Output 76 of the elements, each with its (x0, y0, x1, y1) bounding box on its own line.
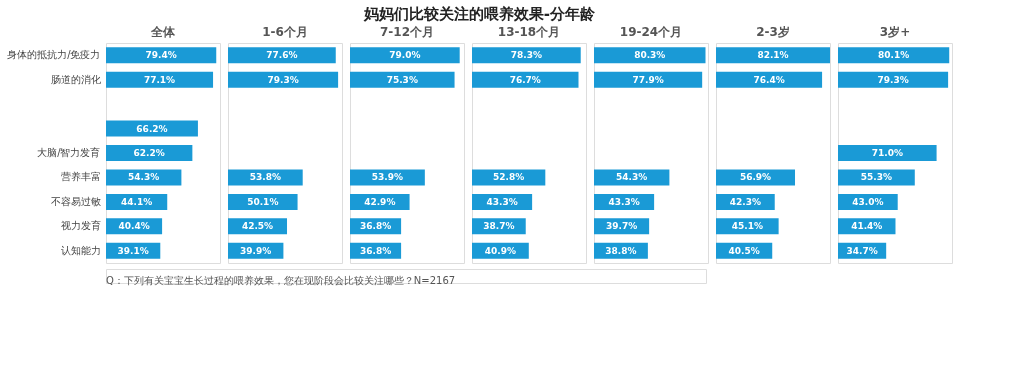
y-tick-label: 营养丰富 (60, 171, 101, 183)
bar (594, 47, 706, 64)
bar (106, 71, 214, 88)
data-label: 55.3% (860, 172, 893, 183)
y-tick-label: 认知能力 (60, 244, 101, 256)
bar (838, 47, 950, 64)
bar (472, 71, 579, 88)
data-label: 77.1% (143, 74, 176, 85)
data-label: 44.1% (121, 196, 153, 207)
y-tick-label: 视力发育 (60, 220, 101, 232)
bar (594, 71, 703, 88)
data-label: 53.8% (249, 172, 281, 183)
data-label: 43.3% (608, 196, 640, 207)
data-label: 43.0% (852, 196, 884, 207)
data-label: 45.1% (731, 221, 763, 232)
data-label: 41.4% (851, 221, 883, 232)
data-label: 38.8% (605, 245, 637, 256)
data-label: 80.3% (634, 50, 666, 61)
chart-title: 13-18个月 (497, 25, 561, 39)
bar (838, 145, 937, 161)
chart-title: 2-3岁 (756, 25, 790, 39)
y-tick-label: 身体的抵抗力/免疫力 (7, 49, 101, 61)
chart-title: 全体 (150, 25, 176, 39)
data-label: 76.7% (509, 74, 541, 85)
data-label: 80.1% (877, 50, 910, 61)
y-tick-label: 大脑/智力发育 (37, 147, 101, 158)
data-label: 79.0% (389, 50, 421, 61)
text: 妈妈们比较关注的喂养效果-分年龄 (362, 4, 596, 23)
y-tick-label: 不容易过敏 (50, 195, 101, 207)
bar (716, 47, 830, 64)
data-label: 42.3% (729, 196, 761, 207)
bar (350, 71, 455, 88)
data-label: 54.3% (128, 172, 160, 183)
data-label: 77.9% (632, 74, 664, 85)
data-label: 36.8% (359, 221, 392, 232)
data-label: 56.9% (739, 172, 772, 183)
bar (106, 47, 217, 64)
data-label: 76.4% (753, 74, 785, 85)
data-label: 50.1% (247, 196, 279, 207)
data-label: 38.7% (483, 221, 515, 232)
text: Q：下列有关宝宝生长过程的喂养效果，您在现阶段会比较关注哪些？N=2167 (106, 275, 456, 286)
data-label: 36.8% (359, 245, 392, 256)
data-label: 34.7% (846, 245, 878, 256)
bar (228, 71, 339, 88)
chart-title: 3岁+ (879, 25, 911, 39)
data-label: 54.3% (616, 172, 648, 183)
data-label: 75.3% (386, 74, 418, 85)
data-label: 79.4% (145, 50, 177, 61)
data-label: 43.3% (486, 196, 518, 207)
data-label: 62.2% (133, 148, 165, 158)
data-label: 79.3% (877, 74, 909, 85)
data-label: 79.3% (267, 74, 299, 85)
data-label: 78.3% (510, 50, 542, 61)
data-label: 66.2% (136, 123, 168, 134)
data-label: 40.9% (484, 245, 517, 256)
data-label: 42.5% (241, 221, 274, 232)
data-label: 77.6% (266, 50, 298, 61)
data-label: 40.5% (728, 245, 760, 256)
bar (472, 47, 581, 64)
data-label: 42.9% (364, 196, 396, 207)
data-label: 40.4% (118, 221, 150, 232)
bar (838, 71, 949, 88)
y-tick-label: 肠道的消化 (50, 73, 101, 85)
chart-title: 1-6个月 (262, 25, 308, 39)
data-label: 39.7% (605, 221, 638, 232)
bar (228, 47, 336, 64)
bar (350, 47, 460, 64)
chart-title: 19-24个月 (619, 25, 683, 39)
data-label: 53.9% (371, 172, 404, 183)
data-label: 82.1% (757, 50, 789, 61)
bar (716, 71, 823, 88)
data-label: 39.9% (240, 245, 272, 256)
chart-title: 7-12个月 (379, 25, 435, 39)
data-label: 52.8% (493, 172, 525, 183)
data-label: 71.0% (871, 148, 903, 158)
data-label: 39.1% (117, 245, 149, 256)
